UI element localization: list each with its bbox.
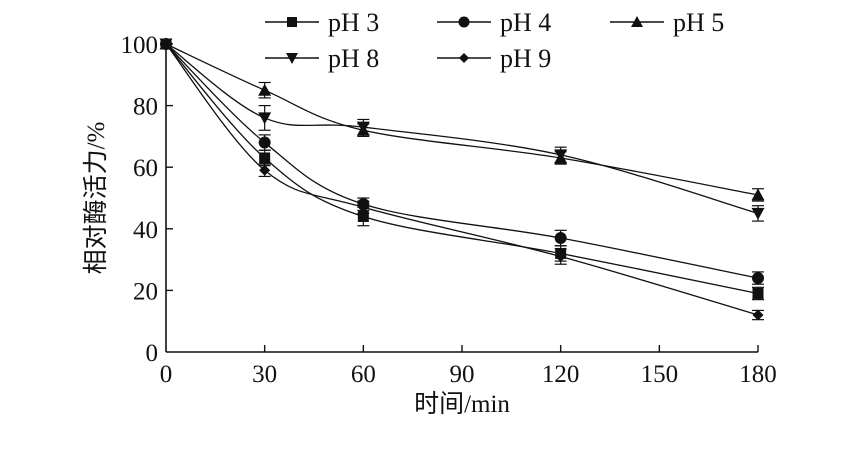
- x-tick-label: 120: [542, 361, 580, 388]
- legend-label: pH 5: [673, 8, 724, 37]
- y-tick-label: 0: [146, 340, 159, 367]
- x-axis-label: 时间/min: [414, 390, 510, 418]
- legend-marker: [287, 17, 297, 27]
- x-tick-label: 90: [450, 361, 475, 388]
- y-tick-label: 40: [133, 217, 158, 244]
- legend-marker: [459, 53, 469, 63]
- data-point: [752, 287, 764, 299]
- data-point: [752, 272, 764, 285]
- data-point: [752, 309, 764, 321]
- series-layer: [159, 37, 765, 321]
- series-line: [165, 43, 759, 215]
- series-line: [165, 43, 759, 279]
- legend-marker: [458, 16, 470, 28]
- series-ph-9: [160, 38, 764, 321]
- ticks: 0 30 60 90 120 150 180 0 20 40 60 80 100: [121, 32, 777, 388]
- data-point: [160, 38, 172, 50]
- legend-label: pH 8: [328, 44, 379, 73]
- data-point: [258, 136, 271, 149]
- data-point: [357, 201, 369, 213]
- data-point: [356, 121, 370, 134]
- series-line: [165, 43, 759, 196]
- series-line: [165, 43, 759, 295]
- data-point: [258, 112, 272, 125]
- legend-item: pH 9: [437, 44, 551, 73]
- data-point: [259, 164, 271, 176]
- legend-label: pH 9: [500, 44, 551, 73]
- legend: pH 3 pH 4 pH 5 pH 8 pH 9: [265, 8, 724, 73]
- legend-item: pH 8: [265, 44, 379, 73]
- axes: [165, 44, 758, 353]
- legend-item: pH 5: [610, 8, 724, 37]
- data-point: [554, 149, 568, 162]
- legend-marker: [631, 16, 643, 27]
- series-line: [165, 43, 759, 316]
- legend-item: pH 4: [437, 8, 551, 37]
- legend-marker: [286, 53, 298, 64]
- y-axis-label: 相对酶活力/%: [82, 122, 110, 275]
- y-tick-label: 80: [133, 94, 158, 121]
- legend-label: pH 4: [500, 8, 551, 37]
- x-tick-label: 30: [252, 361, 277, 388]
- legend-item: pH 3: [265, 8, 379, 37]
- data-point: [259, 152, 271, 164]
- legend-label: pH 3: [328, 8, 379, 37]
- y-tick-label: 20: [133, 278, 158, 305]
- x-tick-label: 150: [641, 361, 679, 388]
- x-tick-label: 0: [160, 361, 173, 388]
- series-ph-4: [160, 38, 764, 285]
- y-tick-label: 100: [121, 32, 159, 59]
- data-point: [258, 83, 272, 96]
- x-tick-label: 180: [739, 361, 777, 388]
- y-tick-label: 60: [133, 155, 158, 182]
- data-point: [555, 251, 567, 263]
- data-point: [357, 210, 369, 222]
- data-point: [751, 188, 765, 201]
- x-tick-label: 60: [351, 361, 376, 388]
- data-point: [751, 207, 765, 220]
- series-ph-5: [159, 37, 765, 202]
- data-point: [554, 232, 567, 245]
